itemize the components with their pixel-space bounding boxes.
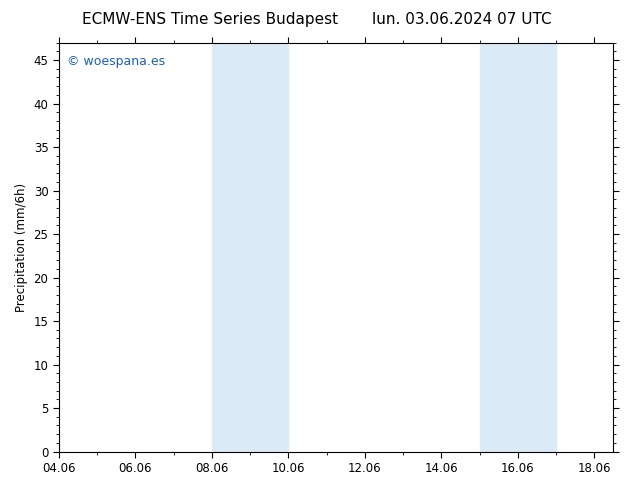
Text: lun. 03.06.2024 07 UTC: lun. 03.06.2024 07 UTC: [372, 12, 552, 27]
Bar: [212, 43, 250, 452]
Text: ECMW-ENS Time Series Budapest: ECMW-ENS Time Series Budapest: [82, 12, 339, 27]
Bar: [518, 43, 556, 452]
Y-axis label: Precipitation (mm/6h): Precipitation (mm/6h): [15, 183, 28, 312]
Bar: [250, 43, 288, 452]
Bar: [479, 43, 518, 452]
Text: © woespana.es: © woespana.es: [67, 55, 165, 68]
